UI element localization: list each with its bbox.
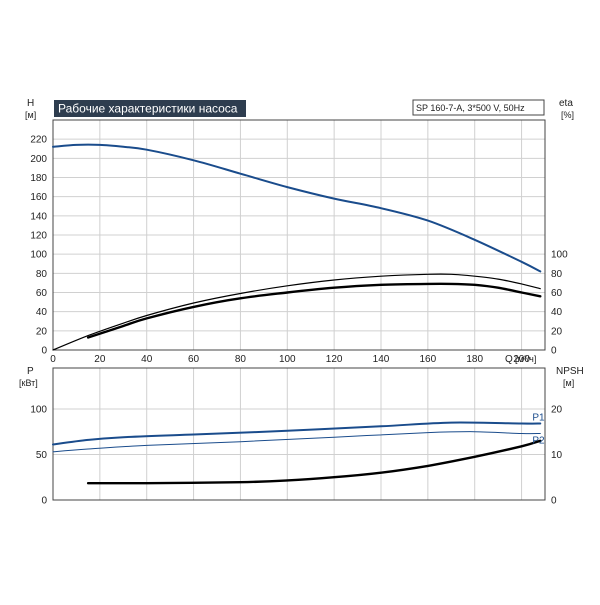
y-right-tick-label: 100 — [551, 250, 568, 261]
y-left-tick-label: 0 — [41, 346, 47, 357]
y-right-tick-label: 80 — [551, 269, 563, 280]
y-left-tick-label: 20 — [36, 326, 48, 337]
x-tick-label: 160 — [420, 354, 437, 365]
y-left-tick-label: 160 — [30, 192, 47, 203]
top-series-line-2 — [86, 282, 542, 339]
npsh-axis-label: NPSH — [556, 366, 584, 377]
title-background — [54, 100, 246, 117]
bottom-series-line-0 — [52, 421, 542, 446]
top-panel-frame — [52, 119, 546, 351]
y-left-axis-unit: [м] — [25, 110, 36, 120]
y-left-axis-label: H — [27, 98, 34, 109]
p-axis-label: P — [27, 366, 34, 377]
bottom-series-line-1 — [52, 431, 541, 453]
model-label: SP 160-7-A, 3*500 V, 50Hz — [416, 103, 525, 113]
p-axis-unit: [кВт] — [19, 378, 38, 388]
x-axis-label: Q — [505, 354, 513, 365]
y-right-axis-unit: [%] — [561, 110, 574, 120]
y-right-tick-label: 20 — [551, 326, 563, 337]
y-left-tick-label: 100 — [30, 250, 47, 261]
x-tick-label: 60 — [188, 354, 200, 365]
y-right-axis-label: eta — [559, 98, 573, 109]
y-left-tick-label: 200 — [30, 154, 47, 165]
x-tick-label: 100 — [279, 354, 296, 365]
x-tick-label: 140 — [373, 354, 390, 365]
y-left-tick-label: 80 — [36, 269, 48, 280]
p-left-tick-label: 100 — [30, 404, 47, 415]
x-tick-label: 40 — [141, 354, 153, 365]
series-label-p1: P1 — [532, 413, 545, 424]
p-left-tick-label: 0 — [41, 496, 47, 507]
x-axis-unit: [м³/ч] — [515, 354, 536, 364]
x-tick-label: 0 — [50, 354, 56, 365]
y-right-tick-label: 60 — [551, 288, 563, 299]
y-right-tick-label: 0 — [551, 346, 557, 357]
y-left-tick-label: 220 — [30, 135, 47, 146]
npsh-right-tick-label: 20 — [551, 404, 563, 415]
model-label-box — [412, 99, 545, 116]
top-series-line-0 — [52, 143, 542, 273]
npsh-right-tick-label: 10 — [551, 450, 563, 461]
x-tick-label: 80 — [235, 354, 247, 365]
x-tick-label: 180 — [466, 354, 483, 365]
y-left-tick-label: 140 — [30, 211, 47, 222]
bottom-series-line-2 — [86, 439, 542, 485]
y-left-tick-label: 120 — [30, 231, 47, 242]
chart-title: Рабочие характеристики насоса — [58, 102, 238, 116]
y-right-tick-label: 40 — [551, 307, 563, 318]
series-label-p2: P2 — [532, 436, 545, 447]
npsh-axis-unit: [м] — [563, 378, 574, 388]
npsh-right-tick-label: 0 — [551, 496, 557, 507]
x-tick-label: 20 — [94, 354, 106, 365]
p-left-tick-label: 50 — [36, 450, 48, 461]
x-tick-label: 120 — [326, 354, 343, 365]
y-left-tick-label: 180 — [30, 173, 47, 184]
y-left-tick-label: 60 — [36, 288, 48, 299]
x-tick-label: 200 — [513, 354, 530, 365]
top-series-line-1 — [52, 273, 541, 351]
bottom-panel-frame — [52, 367, 546, 501]
y-left-tick-label: 40 — [36, 307, 48, 318]
